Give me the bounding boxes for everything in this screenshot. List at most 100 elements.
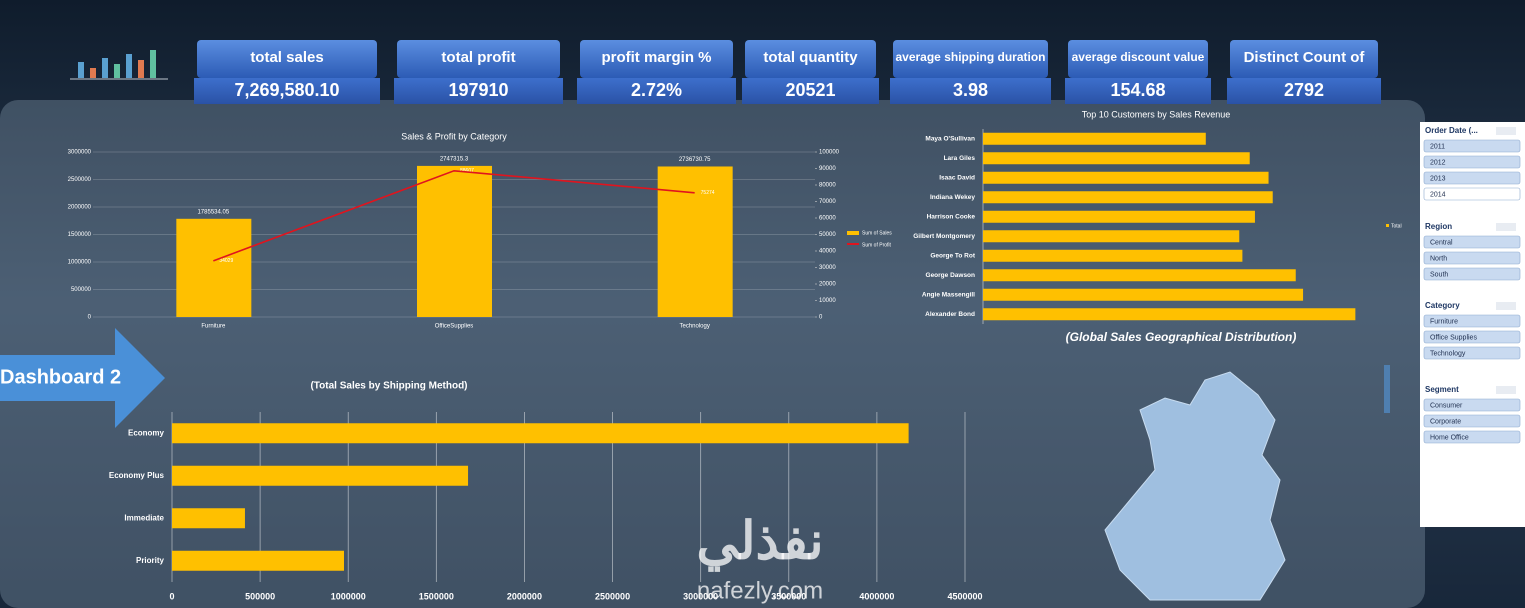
y-tick-label: 0 <box>88 315 92 321</box>
slicer-clear-icon[interactable] <box>1496 302 1516 310</box>
watermark: nafezly.com <box>697 577 823 604</box>
x-tick-label: Furniture <box>201 324 226 330</box>
kpi-label: total quantity <box>763 49 858 66</box>
slicer-item[interactable] <box>1423 235 1521 249</box>
y-tick-label: 2500000 <box>68 177 92 183</box>
kpi-card-value-box <box>1065 78 1211 104</box>
x-tick-label: 4000000 <box>859 591 894 601</box>
slicer-item-label[interactable]: North <box>1430 255 1447 262</box>
kpi-value: 3.98 <box>953 80 988 100</box>
y-tick-label: George To Rot <box>930 252 975 259</box>
bar <box>172 550 344 571</box>
y-tick-label: Economy Plus <box>109 471 165 480</box>
kpi-value: 197910 <box>448 80 508 100</box>
slicer-item[interactable] <box>1423 414 1521 428</box>
slicer-item[interactable] <box>1423 267 1521 281</box>
slicer-item[interactable] <box>1423 155 1521 169</box>
map-shape <box>1104 371 1286 601</box>
slicer-clear-icon[interactable] <box>1496 127 1516 135</box>
kpi-card-header <box>1068 40 1208 78</box>
line-value-label: 75274 <box>701 190 715 196</box>
slicer-item[interactable] <box>1423 251 1521 265</box>
slicer-item[interactable] <box>1423 330 1521 344</box>
slicer-item-label[interactable]: Corporate <box>1430 418 1461 425</box>
bar <box>983 210 1255 223</box>
kpi-card-value-box <box>394 78 563 104</box>
y-tick-label: Lara Giles <box>944 155 976 162</box>
slicer-item-label[interactable]: Furniture <box>1430 318 1458 325</box>
bar <box>983 249 1243 262</box>
kpi-value: 2792 <box>1284 80 1324 100</box>
bar <box>983 288 1304 301</box>
kpi-card-value-box <box>194 78 380 104</box>
slicer-item[interactable] <box>1423 139 1521 153</box>
slicer-item-label[interactable]: Office Supplies <box>1430 334 1477 341</box>
slicer-title: Order Date (... <box>1425 126 1478 135</box>
slicer-item-label[interactable]: Central <box>1430 239 1453 246</box>
slicer-item-label[interactable]: Home Office <box>1430 434 1469 441</box>
nav-label[interactable]: Dashboard 2 <box>0 366 121 388</box>
legend-swatch <box>847 231 859 235</box>
slicer-item-label[interactable]: 2013 <box>1430 175 1446 182</box>
slicer-clear-icon[interactable] <box>1496 223 1516 231</box>
y2-tick-label: 30000 <box>819 265 836 271</box>
slicer-clear-icon[interactable] <box>1496 386 1516 394</box>
slicer-item[interactable] <box>1423 187 1521 201</box>
bar-value-label: 1785534.05 <box>197 209 229 215</box>
bar <box>983 269 1296 282</box>
nav-arrow[interactable] <box>0 328 165 428</box>
slicer-item-label[interactable]: 2011 <box>1430 143 1445 150</box>
bar <box>172 423 909 444</box>
y-tick-label: Isaac David <box>939 174 975 181</box>
chart-title: (Total Sales by Shipping Method) <box>310 381 467 392</box>
line <box>213 169 695 262</box>
slicer-item-label[interactable]: Technology <box>1430 350 1466 357</box>
y-tick-label: 2000000 <box>68 205 92 211</box>
slicer-item[interactable] <box>1423 346 1521 360</box>
kpi-label: total profit <box>441 49 515 66</box>
bar <box>983 171 1269 184</box>
kpi-value: 2.72% <box>631 80 682 100</box>
slicer-item-label[interactable]: South <box>1430 271 1448 278</box>
kpi-card-value-box <box>577 78 736 104</box>
kpi-value: 7,269,580.10 <box>234 80 339 100</box>
slicer-item[interactable] <box>1423 314 1521 328</box>
legend-swatch <box>847 243 859 245</box>
y-tick-label: Harrison Cooke <box>927 213 976 220</box>
kpi-value: 154.68 <box>1110 80 1165 100</box>
y2-tick-label: 60000 <box>819 216 836 222</box>
y2-tick-label: 80000 <box>819 183 836 189</box>
chart-title: Sales & Profit by Category <box>401 131 507 141</box>
x-tick-label: 2000000 <box>507 591 542 601</box>
slicer-item-label[interactable]: 2014 <box>1430 191 1446 198</box>
bar <box>983 152 1250 165</box>
y-tick-label: 1000000 <box>68 260 92 266</box>
kpi-label: total sales <box>250 49 323 66</box>
kpi-value: 20521 <box>785 80 835 100</box>
slicer-item-label[interactable]: Consumer <box>1430 402 1463 409</box>
kpi-card-header <box>893 40 1048 78</box>
slicer-item[interactable] <box>1423 171 1521 185</box>
y-tick-label: Priority <box>136 556 165 565</box>
chart-title: Top 10 Customers by Sales Revenue <box>1082 109 1231 119</box>
legend-label: Total <box>1391 223 1402 229</box>
x-tick-label: 1500000 <box>419 591 454 601</box>
legend-label: Sum of Profit <box>862 242 892 248</box>
slicer-item[interactable] <box>1423 398 1521 412</box>
y-tick-label: Angie Massengill <box>922 291 975 298</box>
slicer-item-label[interactable]: 2012 <box>1430 159 1446 166</box>
chart-title: (Global Sales Geographical Distribution) <box>1066 330 1297 344</box>
line-value-label: 88607 <box>460 168 474 174</box>
bar <box>983 132 1206 145</box>
bar <box>172 508 245 529</box>
x-tick-label: 500000 <box>245 591 275 601</box>
kpi-label: Distinct Count of <box>1244 49 1366 66</box>
slicer-item[interactable] <box>1423 430 1521 444</box>
kpi-card-header <box>397 40 560 78</box>
y-tick-label: 3000000 <box>68 150 92 156</box>
x-tick-label: 3500000 <box>771 591 806 601</box>
bar <box>983 230 1240 243</box>
y-tick-label: Economy <box>128 428 165 437</box>
kpi-card-value-box <box>890 78 1051 104</box>
kpi-card-value-box <box>1227 78 1381 104</box>
